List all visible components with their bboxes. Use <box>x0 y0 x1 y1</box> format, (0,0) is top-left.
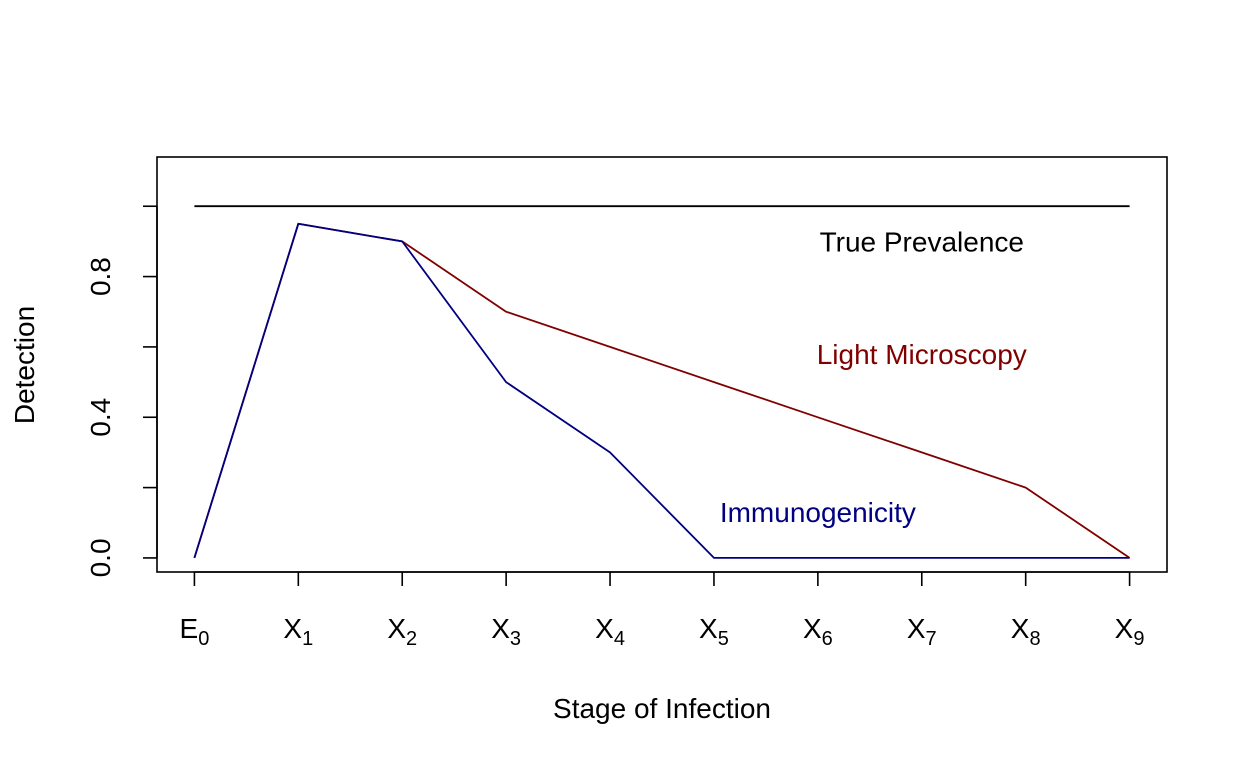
x-tick-label: X9 <box>1115 613 1145 650</box>
y-axis-title: Detection <box>9 306 40 424</box>
x-tick-label: X3 <box>491 613 521 650</box>
series-label-immunogenicity: Immunogenicity <box>720 497 916 528</box>
x-tick-label: X8 <box>1011 613 1041 650</box>
x-tick-label: X2 <box>387 613 417 650</box>
x-tick-label: X7 <box>907 613 937 650</box>
annotations: True Prevalence Light Microscopy Immunogen… <box>720 226 1027 528</box>
x-tick-label: X4 <box>595 613 625 650</box>
y-tick-label: 0.0 <box>85 538 116 577</box>
x-tick-label: E0 <box>180 613 210 650</box>
axes: E0 X1 X2 X3 X4 X5 X6 X7 X8 X9 0.0 0.4 0.8 <box>85 156 1168 650</box>
x-tick-label: X5 <box>699 613 729 650</box>
x-tick-label: X6 <box>803 613 833 650</box>
series-label-light-microscopy: Light Microscopy <box>817 339 1027 370</box>
y-tick-label: 0.8 <box>85 257 116 296</box>
x-tick-label: X1 <box>283 613 313 650</box>
series-line-immunogenicity <box>193 222 1130 559</box>
x-axis-title: Stage of Infection <box>553 693 771 724</box>
y-tick-label: 0.4 <box>85 398 116 437</box>
series-label-true-prevalence: True Prevalence <box>820 226 1024 257</box>
series-lines <box>193 205 1131 559</box>
